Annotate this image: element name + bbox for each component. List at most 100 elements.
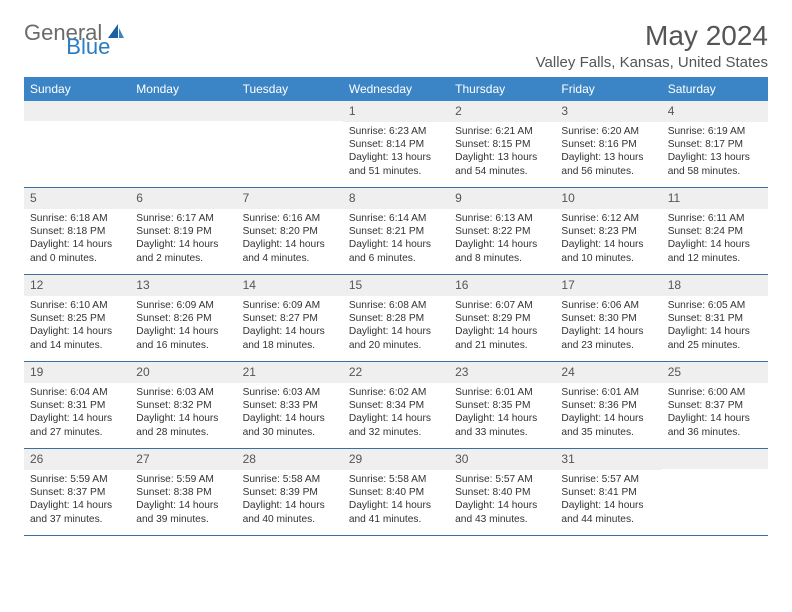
day-number: 1 — [343, 101, 449, 122]
week-row: 19Sunrise: 6:04 AMSunset: 8:31 PMDayligh… — [24, 362, 768, 449]
day-number: 27 — [130, 449, 236, 470]
day-info: Sunrise: 6:01 AMSunset: 8:36 PMDaylight:… — [555, 386, 661, 442]
day-cell — [237, 101, 343, 187]
day-number: 28 — [237, 449, 343, 470]
daylight-text: Daylight: 13 hours and 56 minutes. — [561, 151, 655, 177]
day-header-thursday: Thursday — [449, 77, 555, 101]
day-number: 11 — [662, 188, 768, 209]
daylight-text: Daylight: 14 hours and 4 minutes. — [243, 238, 337, 264]
daylight-text: Daylight: 14 hours and 43 minutes. — [455, 499, 549, 525]
day-number — [237, 101, 343, 121]
day-number: 6 — [130, 188, 236, 209]
day-number: 31 — [555, 449, 661, 470]
day-header-row: SundayMondayTuesdayWednesdayThursdayFrid… — [24, 77, 768, 101]
daylight-text: Daylight: 13 hours and 54 minutes. — [455, 151, 549, 177]
daylight-text: Daylight: 14 hours and 40 minutes. — [243, 499, 337, 525]
sunrise-text: Sunrise: 6:21 AM — [455, 125, 549, 138]
sunrise-text: Sunrise: 6:01 AM — [561, 386, 655, 399]
day-cell: 23Sunrise: 6:01 AMSunset: 8:35 PMDayligh… — [449, 362, 555, 448]
daylight-text: Daylight: 14 hours and 21 minutes. — [455, 325, 549, 351]
sunset-text: Sunset: 8:31 PM — [30, 399, 124, 412]
sunset-text: Sunset: 8:37 PM — [668, 399, 762, 412]
day-cell: 10Sunrise: 6:12 AMSunset: 8:23 PMDayligh… — [555, 188, 661, 274]
day-cell: 9Sunrise: 6:13 AMSunset: 8:22 PMDaylight… — [449, 188, 555, 274]
day-info: Sunrise: 6:00 AMSunset: 8:37 PMDaylight:… — [662, 386, 768, 442]
day-info: Sunrise: 6:11 AMSunset: 8:24 PMDaylight:… — [662, 212, 768, 268]
week-row: 26Sunrise: 5:59 AMSunset: 8:37 PMDayligh… — [24, 449, 768, 536]
day-cell: 29 Sunrise: 5:58 AMSunset: 8:40 PMDayligh… — [343, 449, 449, 535]
sunrise-text: Sunrise: 6:14 AM — [349, 212, 443, 225]
sunset-text: Sunset: 8:28 PM — [349, 312, 443, 325]
day-cell: 26Sunrise: 5:59 AMSunset: 8:37 PMDayligh… — [24, 449, 130, 535]
sunrise-text: Sunrise: 6:06 AM — [561, 299, 655, 312]
day-cell — [662, 449, 768, 535]
day-cell: 30Sunrise: 5:57 AMSunset: 8:40 PMDayligh… — [449, 449, 555, 535]
day-info: Sunrise: 6:16 AMSunset: 8:20 PMDaylight:… — [237, 212, 343, 268]
day-number: 9 — [449, 188, 555, 209]
daylight-text: Daylight: 14 hours and 36 minutes. — [668, 412, 762, 438]
day-number: 17 — [555, 275, 661, 296]
day-cell: 4Sunrise: 6:19 AMSunset: 8:17 PMDaylight… — [662, 101, 768, 187]
day-number — [130, 101, 236, 121]
week-row: 1Sunrise: 6:23 AMSunset: 8:14 PMDaylight… — [24, 101, 768, 188]
day-info: Sunrise: 6:14 AMSunset: 8:21 PMDaylight:… — [343, 212, 449, 268]
day-number: 4 — [662, 101, 768, 122]
sunrise-text: Sunrise: 6:18 AM — [30, 212, 124, 225]
daylight-text: Daylight: 14 hours and 41 minutes. — [349, 499, 443, 525]
sunset-text: Sunset: 8:21 PM — [349, 225, 443, 238]
day-cell: 21Sunrise: 6:03 AMSunset: 8:33 PMDayligh… — [237, 362, 343, 448]
daylight-text: Daylight: 14 hours and 44 minutes. — [561, 499, 655, 525]
sunrise-text: Sunrise: 6:20 AM — [561, 125, 655, 138]
sunset-text: Sunset: 8:15 PM — [455, 138, 549, 151]
sunset-text: Sunset: 8:33 PM — [243, 399, 337, 412]
day-cell: 25Sunrise: 6:00 AMSunset: 8:37 PMDayligh… — [662, 362, 768, 448]
day-cell: 3Sunrise: 6:20 AMSunset: 8:16 PMDaylight… — [555, 101, 661, 187]
sunset-text: Sunset: 8:35 PM — [455, 399, 549, 412]
daylight-text: Daylight: 14 hours and 23 minutes. — [561, 325, 655, 351]
logo: General Blue — [24, 20, 174, 46]
day-cell: 15Sunrise: 6:08 AMSunset: 8:28 PMDayligh… — [343, 275, 449, 361]
day-header-tuesday: Tuesday — [237, 77, 343, 101]
day-header-wednesday: Wednesday — [343, 77, 449, 101]
daylight-text: Daylight: 14 hours and 27 minutes. — [30, 412, 124, 438]
day-number: 14 — [237, 275, 343, 296]
sunset-text: Sunset: 8:40 PM — [455, 486, 549, 499]
day-info: Sunrise: 5:58 AMSunset: 8:40 PMDaylight:… — [343, 473, 449, 529]
day-number: 18 — [662, 275, 768, 296]
week-row: 12Sunrise: 6:10 AMSunset: 8:25 PMDayligh… — [24, 275, 768, 362]
day-cell: 13Sunrise: 6:09 AMSunset: 8:26 PMDayligh… — [130, 275, 236, 361]
sunrise-text: Sunrise: 6:12 AM — [561, 212, 655, 225]
daylight-text: Daylight: 14 hours and 35 minutes. — [561, 412, 655, 438]
daylight-text: Daylight: 14 hours and 30 minutes. — [243, 412, 337, 438]
day-number: 22 — [343, 362, 449, 383]
day-cell: 14Sunrise: 6:09 AMSunset: 8:27 PMDayligh… — [237, 275, 343, 361]
day-number — [662, 449, 768, 469]
day-cell: 8Sunrise: 6:14 AMSunset: 8:21 PMDaylight… — [343, 188, 449, 274]
sunrise-text: Sunrise: 6:08 AM — [349, 299, 443, 312]
day-number: 29 — [343, 449, 449, 470]
sunset-text: Sunset: 8:40 PM — [349, 486, 443, 499]
day-number: 15 — [343, 275, 449, 296]
day-info: Sunrise: 6:05 AMSunset: 8:31 PMDaylight:… — [662, 299, 768, 355]
sunrise-text: Sunrise: 6:23 AM — [349, 125, 443, 138]
day-cell: 22Sunrise: 6:02 AMSunset: 8:34 PMDayligh… — [343, 362, 449, 448]
day-info: Sunrise: 6:18 AMSunset: 8:18 PMDaylight:… — [24, 212, 130, 268]
daylight-text: Daylight: 14 hours and 12 minutes. — [668, 238, 762, 264]
sunrise-text: Sunrise: 5:57 AM — [455, 473, 549, 486]
day-number: 19 — [24, 362, 130, 383]
sunrise-text: Sunrise: 6:11 AM — [668, 212, 762, 225]
day-number: 16 — [449, 275, 555, 296]
day-cell: 7Sunrise: 6:16 AMSunset: 8:20 PMDaylight… — [237, 188, 343, 274]
day-number: 12 — [24, 275, 130, 296]
day-number: 23 — [449, 362, 555, 383]
sunset-text: Sunset: 8:36 PM — [561, 399, 655, 412]
sunrise-text: Sunrise: 6:10 AM — [30, 299, 124, 312]
sunrise-text: Sunrise: 6:03 AM — [243, 386, 337, 399]
day-info: Sunrise: 5:59 AMSunset: 8:38 PMDaylight:… — [130, 473, 236, 529]
day-number: 13 — [130, 275, 236, 296]
day-info: Sunrise: 6:03 AMSunset: 8:32 PMDaylight:… — [130, 386, 236, 442]
day-info: Sunrise: 6:07 AMSunset: 8:29 PMDaylight:… — [449, 299, 555, 355]
day-info: Sunrise: 6:17 AMSunset: 8:19 PMDaylight:… — [130, 212, 236, 268]
sunset-text: Sunset: 8:27 PM — [243, 312, 337, 325]
sunset-text: Sunset: 8:19 PM — [136, 225, 230, 238]
